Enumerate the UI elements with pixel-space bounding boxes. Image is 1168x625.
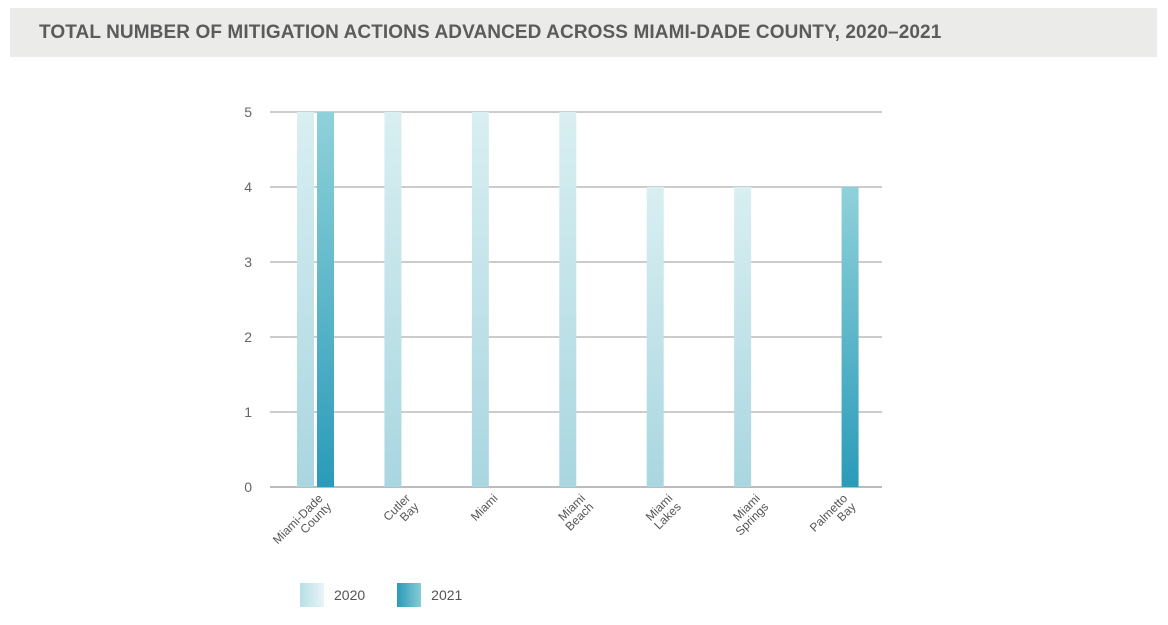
legend-item-2021: 2021 xyxy=(397,583,462,607)
legend-swatch-2020 xyxy=(300,583,324,607)
y-tick-label: 5 xyxy=(244,104,252,120)
bar-2020-3 xyxy=(559,112,577,487)
bar-2020-5 xyxy=(734,187,752,487)
y-tick-label: 3 xyxy=(244,254,252,270)
x-tick-label: CutlerBay xyxy=(381,491,422,532)
bars xyxy=(297,112,859,487)
x-tick-labels: Miami-DadeCounty CutlerBay Miami MiamiBeach… xyxy=(270,491,859,555)
title-bar: TOTAL NUMBER OF MITIGATION ACTIONS ADVAN… xyxy=(10,8,1157,57)
x-tick-label: MiamiLakes xyxy=(643,491,684,532)
legend-swatch-2021 xyxy=(397,583,422,607)
bar-2020-4 xyxy=(646,187,664,487)
y-tick-label: 2 xyxy=(244,329,252,345)
x-tick-label: Miami-DadeCounty xyxy=(270,491,334,555)
bar-2020-2 xyxy=(471,112,489,487)
bar-2021-0 xyxy=(317,112,334,487)
x-tick-label: PalmettoBay xyxy=(807,491,859,543)
legend-item-2020: 2020 xyxy=(300,583,365,607)
bar-2020-0 xyxy=(297,112,314,487)
chart-title: TOTAL NUMBER OF MITIGATION ACTIONS ADVAN… xyxy=(39,22,942,43)
y-tick-labels: 0 1 2 3 4 5 xyxy=(244,104,252,495)
bar-2020-1 xyxy=(384,112,402,487)
x-tick-label: MiamiSprings xyxy=(724,491,771,538)
x-tick-label: Miami xyxy=(468,491,501,524)
x-tick-label: MiamiBeach xyxy=(554,491,596,533)
legend: 2020 2021 xyxy=(300,583,494,607)
y-tick-label: 4 xyxy=(244,179,252,195)
y-tick-label: 0 xyxy=(244,479,252,495)
y-tick-label: 1 xyxy=(244,404,252,420)
legend-label-2020: 2020 xyxy=(334,587,366,603)
bar-2021-6 xyxy=(841,187,859,487)
legend-label-2021: 2021 xyxy=(431,587,463,603)
